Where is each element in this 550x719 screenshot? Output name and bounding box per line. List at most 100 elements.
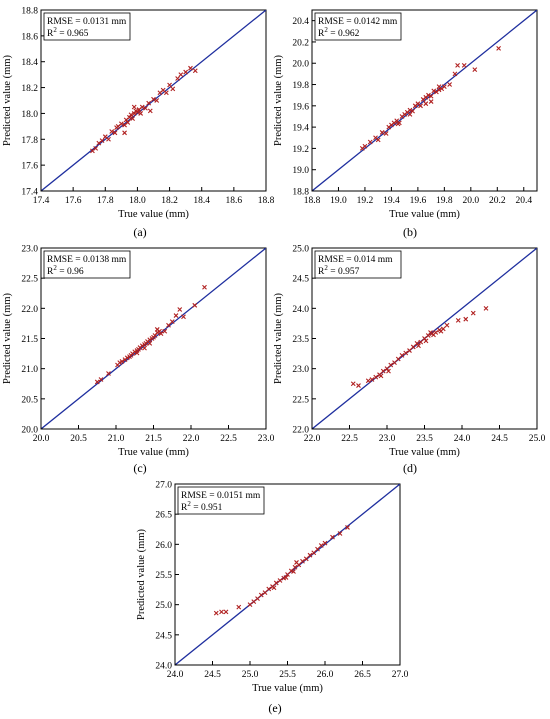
data-point [147,340,153,346]
data-point [106,136,111,142]
x-tick-label: 27.0 [392,670,409,680]
data-point [99,138,105,143]
data-point [106,371,111,376]
data-point [125,120,131,125]
data-point [428,93,434,99]
x-tick-label: 22.5 [341,434,358,444]
data-point [173,313,179,318]
data-point [386,368,391,374]
plot-frame [40,9,267,192]
data-point [119,359,125,364]
y-tick-label: 19.6 [292,102,309,112]
data-point [307,552,313,558]
points-group [350,305,489,388]
data-point [431,88,437,94]
y-tick-label: 27.0 [155,481,172,491]
data-point [127,114,132,120]
data-point [142,345,147,351]
data-point [202,284,207,290]
x-tick-label: 19.8 [436,196,453,206]
chart-panel-d: 22.0 22.5 23.0 23.5 24.0 24.5 25.0 22.0 22.5 23.0… [273,245,546,476]
data-point [158,331,164,337]
data-point [134,350,140,356]
data-point [311,550,317,556]
data-point [283,575,289,580]
data-point [444,322,450,328]
y-tick-label: 24.0 [155,662,172,672]
y-tick-label: 25.5 [155,571,172,581]
data-point [223,609,229,615]
x-tick-label: 24.0 [167,670,184,680]
x-tick-label: 22.0 [304,434,321,444]
data-point [285,572,290,577]
y-tick-label: 19.2 [292,145,309,155]
data-point [428,330,433,335]
data-point [130,116,135,121]
data-point [496,45,502,51]
x-tick-label: 22.0 [183,434,200,444]
chart-panel-c: 20.0 20.5 21.0 21.5 22.0 22.5 23.0 20.0 20.5 21.0… [2,245,275,476]
data-point [178,72,184,78]
data-point [98,377,104,382]
data-point [170,86,176,92]
x-tick-label: 22.5 [220,434,237,444]
data-point [455,62,460,68]
data-point [318,543,324,548]
data-point [438,328,444,334]
x-tick-label: 18.2 [161,196,178,206]
y-tick-label: 20.4 [292,17,309,27]
r2-value: = 0.957 [328,267,360,277]
data-point [407,348,412,353]
data-point [463,316,469,322]
y-tick-label: 21.0 [21,365,38,375]
x-tick-label: 24.5 [204,670,221,680]
rmse-text: RMSE = 0.014 mm [318,255,393,265]
stats-box [177,486,265,515]
rmse-text: RMSE = 0.0142 mm [318,17,398,27]
x-tick-label: 25.5 [279,670,296,680]
data-point [163,90,169,96]
data-point [154,98,160,103]
y-tick-label: 19.0 [292,166,309,176]
x-tick-label: 23.5 [416,434,433,444]
data-point [122,130,127,136]
data-point [379,130,385,135]
y-tick-label: 22.0 [21,305,38,315]
data-point [183,69,189,75]
y-tick-label: 22.0 [292,426,309,436]
data-point [188,65,193,71]
r2-prefix: R [47,267,54,277]
r2-superscript: 2 [187,500,191,508]
points-group [94,284,207,385]
data-point [271,585,277,591]
data-point [139,104,145,110]
x-tick-label: 18.8 [304,196,321,206]
panel-caption: (a) [133,225,146,239]
y-tick-label: 24.0 [292,305,309,315]
y-tick-label: 17.4 [21,188,38,198]
stats-box [314,250,402,279]
data-point [426,92,431,98]
points-group [359,45,502,151]
r2-prefix: R [318,267,325,277]
reference-line [41,10,266,191]
data-point [416,343,421,349]
data-point [128,112,134,118]
data-point [292,564,298,570]
x-tick-label: 19.2 [357,196,374,206]
data-point [356,383,361,388]
data-point [375,137,381,143]
x-tick-label: 17.4 [33,196,50,206]
y-tick-label: 18.2 [21,84,38,94]
x-axis-label: True value (mm) [118,209,189,220]
data-point [143,105,148,111]
data-point [383,131,389,136]
chart-panel-e: 24.0 24.5 25.0 25.5 26.0 26.5 27.0 24.0 24.5 25.0… [136,481,409,716]
r2-value: = 0.962 [328,29,360,39]
x-tick-label: 24.0 [454,434,471,444]
x-tick-label: 18.8 [258,196,275,206]
y-tick-label: 18.8 [292,188,309,198]
data-point [414,340,420,346]
data-point [367,139,373,145]
